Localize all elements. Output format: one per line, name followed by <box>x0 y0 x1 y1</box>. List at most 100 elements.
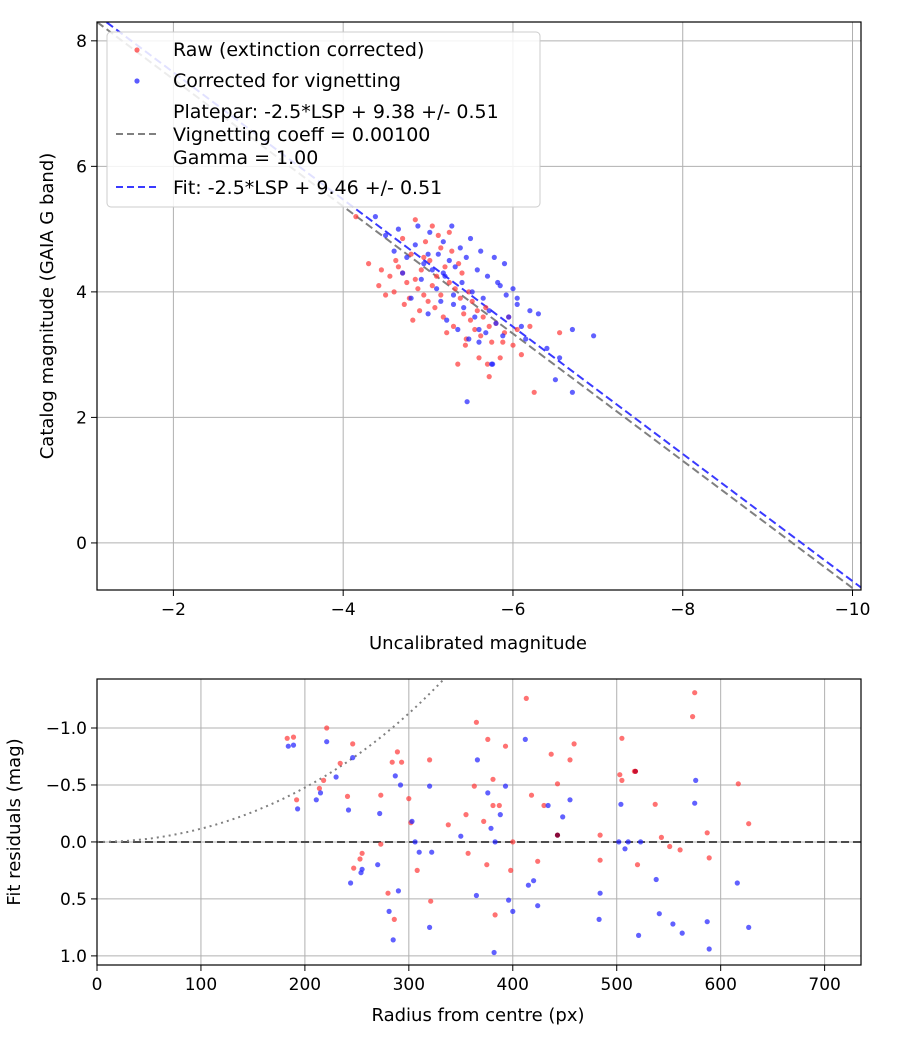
raw-point <box>461 311 467 317</box>
corrected-point <box>704 919 710 925</box>
top-scatter-points <box>353 214 597 405</box>
raw-point <box>474 308 480 314</box>
raw-point <box>704 830 710 836</box>
corrected-point <box>350 755 356 761</box>
corrected-point <box>440 239 446 245</box>
raw-point <box>404 279 410 286</box>
corrected-point <box>485 790 491 796</box>
x-tick-label: −8 <box>670 600 695 620</box>
corrected-point <box>395 226 401 232</box>
raw-point <box>350 741 356 747</box>
raw-point <box>484 862 490 868</box>
corrected-point <box>435 251 441 257</box>
corrected-point <box>476 326 482 333</box>
raw-point <box>421 292 427 298</box>
raw-point <box>490 802 496 809</box>
corrected-point <box>618 801 624 807</box>
raw-point <box>438 292 444 298</box>
raw-point <box>284 735 290 741</box>
top-y-ticks: 0 2 4 6 8 <box>76 32 97 554</box>
raw-point <box>316 785 322 792</box>
y-tick-label: 6 <box>76 157 87 177</box>
corrected-point <box>333 774 339 780</box>
corrected-point <box>290 742 297 748</box>
corrected-point <box>480 295 486 301</box>
x-tick-label: 300 <box>393 975 425 995</box>
corrected-point <box>569 389 576 395</box>
raw-point <box>510 342 516 348</box>
raw-point <box>445 822 451 828</box>
raw-point <box>378 267 384 273</box>
raw-point <box>353 214 359 220</box>
x-tick-label: −4 <box>331 600 356 620</box>
raw-point <box>290 734 297 740</box>
raw-point <box>497 355 503 361</box>
raw-point <box>548 751 554 757</box>
corrected-point <box>506 897 512 903</box>
corrected-point <box>425 251 431 257</box>
corrected-point <box>446 257 452 264</box>
corrected-point <box>377 810 383 817</box>
raw-point <box>412 276 418 282</box>
corrected-point <box>506 314 512 320</box>
raw-point <box>476 355 482 361</box>
raw-point <box>432 305 438 311</box>
raw-point <box>541 802 547 809</box>
raw-point <box>442 264 448 270</box>
raw-point <box>351 865 357 871</box>
corrected-point <box>434 286 440 292</box>
y-tick-label: 4 <box>76 283 87 303</box>
raw-point <box>400 235 406 242</box>
corrected-point <box>567 797 573 803</box>
corrected-point <box>622 846 628 852</box>
raw-point <box>462 342 468 348</box>
corrected-point <box>458 833 464 839</box>
corrected-point <box>493 320 499 326</box>
corrected-point <box>397 782 404 788</box>
bottom-y-axis-label: Fit residuals (mag) <box>4 738 25 905</box>
raw-point <box>619 777 625 784</box>
raw-point <box>412 217 418 223</box>
corrected-point <box>466 336 472 342</box>
corrected-point <box>523 336 529 342</box>
y-tick-label: 0.5 <box>60 890 87 910</box>
raw-point <box>387 273 393 279</box>
raw-point <box>455 361 461 367</box>
raw-point <box>634 862 641 868</box>
raw-point <box>473 719 479 725</box>
raw-point <box>706 855 712 861</box>
raw-point <box>478 333 484 339</box>
corrected-point <box>416 849 422 855</box>
raw-point <box>492 912 498 918</box>
raw-point <box>485 736 491 743</box>
top-y-axis-label: Catalog magnitude (GAIA G band) <box>37 153 58 460</box>
corrected-point <box>552 377 559 383</box>
corrected-point <box>483 330 489 336</box>
corrected-point <box>408 295 414 301</box>
corrected-point <box>492 839 498 845</box>
raw-point <box>414 867 420 874</box>
corrected-point <box>746 924 752 931</box>
raw-point <box>496 802 502 809</box>
corrected-point <box>636 932 642 939</box>
raw-point <box>484 361 491 367</box>
corrected-point <box>679 930 685 936</box>
corrected-point <box>474 267 480 273</box>
corrected-point <box>596 916 602 923</box>
raw-point <box>446 279 452 286</box>
raw-point <box>467 317 474 323</box>
top-x-ticks: −2 −4 −6 −8 −10 <box>161 590 870 620</box>
legend-corrected-marker <box>134 78 140 84</box>
raw-point <box>344 793 351 800</box>
raw-point <box>465 850 471 856</box>
corrected-point <box>425 311 431 317</box>
raw-point <box>378 792 384 798</box>
corrected-point <box>469 289 475 295</box>
y-tick-label: 2 <box>76 408 87 428</box>
corrected-point <box>285 743 291 749</box>
bottom-plot-frame <box>96 678 862 966</box>
corrected-point <box>427 783 433 789</box>
corrected-point <box>525 882 532 888</box>
raw-point <box>401 301 407 307</box>
corrected-point <box>518 323 525 329</box>
